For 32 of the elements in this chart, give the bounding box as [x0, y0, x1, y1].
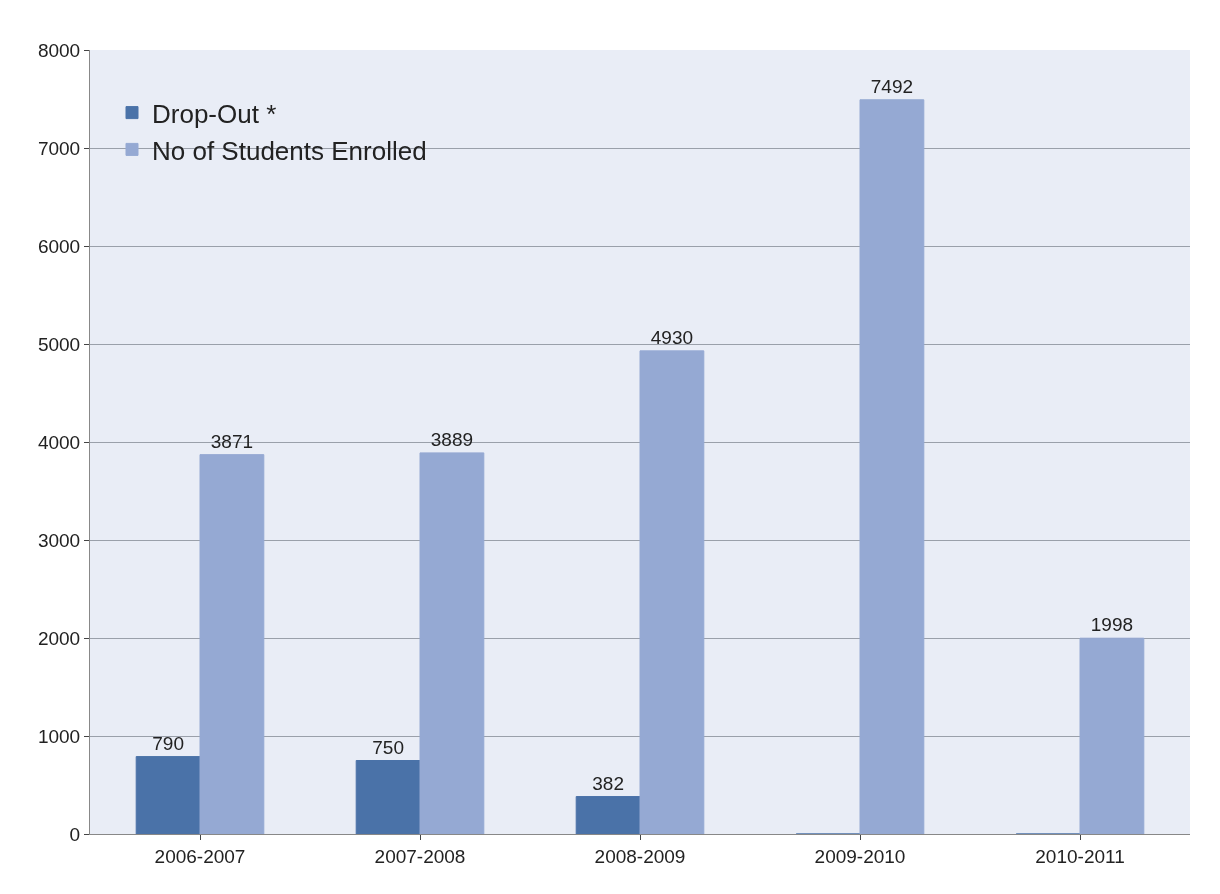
data-label: 750	[372, 736, 404, 758]
bar	[135, 756, 201, 834]
y-tick-label: 6000	[37, 235, 81, 257]
y-tick-label: 2000	[37, 627, 81, 649]
bar	[355, 760, 421, 834]
y-tick-label: 8000	[37, 39, 81, 61]
x-tick-label: 2008-2009	[594, 845, 686, 867]
data-label: 790	[152, 732, 184, 754]
legend-label: Drop-Out *	[152, 98, 277, 129]
y-tick-label: 7000	[37, 137, 81, 159]
bar	[575, 796, 641, 834]
bar	[199, 454, 265, 834]
bar	[419, 452, 485, 834]
bar	[1079, 637, 1145, 834]
bar	[859, 99, 925, 834]
y-tick-label: 3000	[37, 529, 81, 551]
y-tick-label: 5000	[37, 333, 81, 355]
data-label: 1998	[1090, 614, 1134, 636]
data-label: 7492	[870, 75, 914, 97]
bar	[639, 350, 705, 834]
legend-label: No of Students Enrolled	[152, 135, 427, 166]
x-tick-label: 2007-2008	[374, 845, 466, 867]
x-tick-label: 2009-2010	[814, 845, 906, 867]
x-tick-label: 2006-2007	[154, 845, 246, 867]
x-tick-label: 2010-2011	[1035, 845, 1125, 867]
y-tick-label: 4000	[37, 431, 81, 453]
data-label: 3889	[430, 428, 474, 450]
data-label: 4930	[650, 326, 694, 348]
data-label: 3871	[210, 430, 254, 452]
y-tick-label: 0	[69, 823, 81, 845]
data-label: 382	[592, 772, 624, 794]
y-tick-label: 1000	[37, 725, 81, 747]
